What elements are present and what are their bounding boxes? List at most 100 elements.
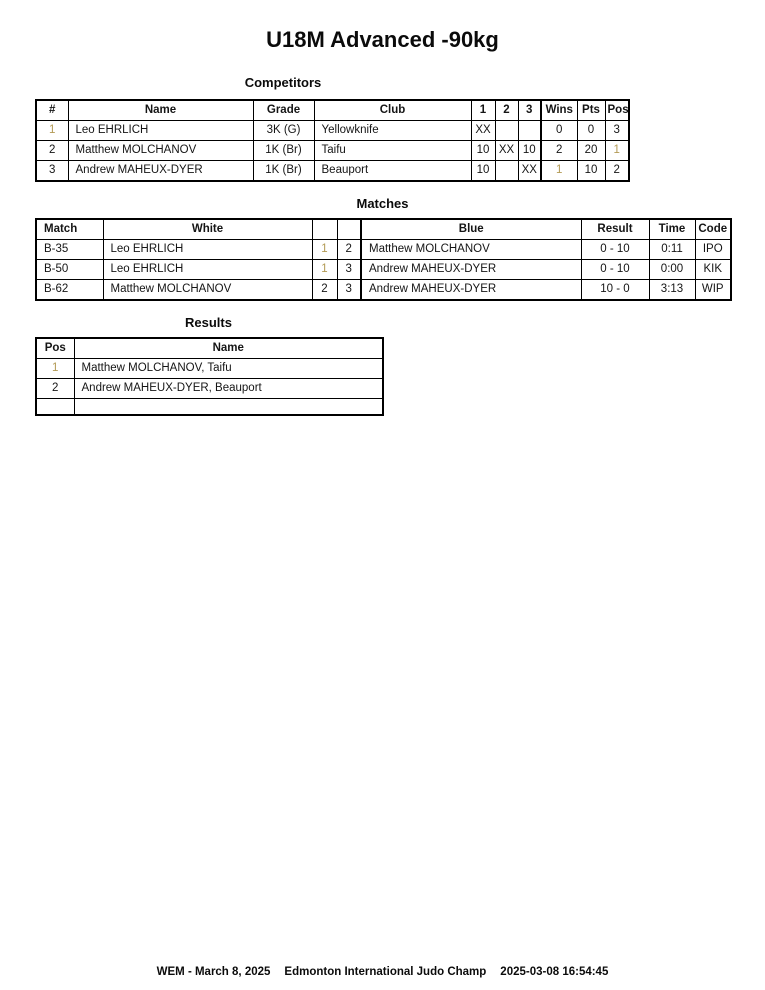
match-blue-number: 3 — [336, 279, 362, 301]
competitor-grade: 3K (G) — [252, 120, 315, 141]
competitor-grade: 1K (Br) — [252, 160, 315, 182]
matches-col-result: Result — [580, 218, 650, 240]
competitor-pts: 20 — [576, 140, 606, 161]
match-id: B-62 — [35, 279, 104, 301]
competitor-score-vs3 — [517, 120, 542, 141]
competitor-number: 2 — [35, 140, 69, 161]
match-white-number: 1 — [311, 239, 338, 260]
competitor-score-vs2 — [494, 160, 519, 182]
match-code: WIP — [694, 279, 732, 301]
competitor-score-vs2 — [494, 120, 519, 141]
competitor-pos: 1 — [604, 140, 630, 161]
competitors-col-grade: Grade — [252, 99, 315, 121]
competitor-pts: 0 — [576, 120, 606, 141]
matches-col-blue: Blue — [360, 218, 582, 240]
matches-col-blue-num — [336, 218, 362, 240]
competitor-row: 1 Leo EHRLICH 3K (G) Yellowknife XX 0 0 … — [35, 120, 630, 141]
match-row: B-35 Leo EHRLICH 1 2 Matthew MOLCHANOV 0… — [35, 239, 732, 260]
competitors-col-opp1: 1 — [470, 99, 496, 121]
match-code: KIK — [694, 259, 732, 280]
competitors-col-club: Club — [313, 99, 472, 121]
result-row — [35, 398, 384, 415]
competitor-club: Yellowknife — [313, 120, 472, 141]
footer-event-name: Edmonton International Judo Champ — [284, 966, 487, 978]
competitor-score-vs3: XX — [517, 160, 542, 182]
match-id: B-50 — [35, 259, 104, 280]
competitors-header-row: # Name Grade Club 1 2 3 Wins Pts Pos — [35, 99, 630, 121]
results-heading: Results — [185, 315, 232, 330]
match-result: 0 - 10 — [580, 239, 650, 260]
page-footer: WEM - March 8, 2025 Edmonton Internation… — [0, 966, 765, 978]
competitors-col-pos: Pos — [604, 99, 630, 121]
competitor-wins: 1 — [540, 160, 578, 182]
competitors-col-number: # — [35, 99, 69, 121]
result-row: 2 Andrew MAHEUX-DYER, Beauport — [35, 378, 384, 399]
competitor-score-vs1: 10 — [470, 160, 496, 182]
match-white-name: Matthew MOLCHANOV — [102, 279, 313, 301]
result-name: Matthew MOLCHANOV, Taifu — [73, 358, 384, 379]
matches-header-row: Match White Blue Result Time Code — [35, 218, 732, 240]
competitor-pos: 2 — [604, 160, 630, 182]
footer-timestamp: 2025-03-08 16:54:45 — [500, 966, 609, 978]
result-pos: 1 — [35, 358, 75, 379]
result-pos — [35, 398, 75, 415]
result-name: Andrew MAHEUX-DYER, Beauport — [73, 378, 384, 399]
competitor-wins: 2 — [540, 140, 578, 161]
competitors-col-opp2: 2 — [494, 99, 519, 121]
result-pos: 2 — [35, 378, 75, 399]
result-row: 1 Matthew MOLCHANOV, Taifu — [35, 358, 384, 379]
match-white-name: Leo EHRLICH — [102, 239, 313, 260]
footer-event-date: WEM - March 8, 2025 — [156, 966, 271, 978]
match-white-number: 2 — [311, 279, 338, 301]
matches-col-code: Code — [694, 218, 732, 240]
match-code: IPO — [694, 239, 732, 260]
match-blue-name: Andrew MAHEUX-DYER — [360, 279, 582, 301]
match-white-name: Leo EHRLICH — [102, 259, 313, 280]
competitor-number: 1 — [35, 120, 69, 141]
match-blue-name: Matthew MOLCHANOV — [360, 239, 582, 260]
results-col-pos: Pos — [35, 337, 75, 359]
competitors-col-opp3: 3 — [517, 99, 542, 121]
competitor-wins: 0 — [540, 120, 578, 141]
match-row: B-62 Matthew MOLCHANOV 2 3 Andrew MAHEUX… — [35, 279, 732, 301]
matches-col-white-num — [311, 218, 338, 240]
match-blue-number: 3 — [336, 259, 362, 280]
match-blue-number: 2 — [336, 239, 362, 260]
matches-col-match: Match — [35, 218, 104, 240]
competitor-club: Taifu — [313, 140, 472, 161]
results-col-name: Name — [73, 337, 384, 359]
competitor-name: Leo EHRLICH — [67, 120, 254, 141]
match-result: 10 - 0 — [580, 279, 650, 301]
matches-col-time: Time — [648, 218, 696, 240]
competitor-name: Andrew MAHEUX-DYER — [67, 160, 254, 182]
match-result: 0 - 10 — [580, 259, 650, 280]
result-name — [73, 398, 384, 415]
match-blue-name: Andrew MAHEUX-DYER — [360, 259, 582, 280]
competitor-score-vs1: 10 — [470, 140, 496, 161]
competitor-club: Beauport — [313, 160, 472, 182]
match-id: B-35 — [35, 239, 104, 260]
competitor-score-vs2: XX — [494, 140, 519, 161]
competitors-heading: Competitors — [244, 75, 322, 90]
page-title: U18M Advanced -90kg — [266, 27, 499, 52]
competitor-pts: 10 — [576, 160, 606, 182]
matches-table: Match White Blue Result Time Code B-35 L… — [35, 218, 732, 301]
matches-heading: Matches — [356, 196, 409, 211]
results-header-row: Pos Name — [35, 337, 384, 359]
competitors-col-pts: Pts — [576, 99, 606, 121]
competitors-col-name: Name — [67, 99, 254, 121]
results-table: Pos Name 1 Matthew MOLCHANOV, Taifu 2 An… — [35, 337, 384, 416]
competitors-col-wins: Wins — [540, 99, 578, 121]
match-white-number: 1 — [311, 259, 338, 280]
match-time: 3:13 — [648, 279, 696, 301]
competitor-number: 3 — [35, 160, 69, 182]
competitor-pos: 3 — [604, 120, 630, 141]
matches-col-white: White — [102, 218, 313, 240]
competitor-grade: 1K (Br) — [252, 140, 315, 161]
match-time: 0:00 — [648, 259, 696, 280]
competitor-name: Matthew MOLCHANOV — [67, 140, 254, 161]
competitor-row: 3 Andrew MAHEUX-DYER 1K (Br) Beauport 10… — [35, 160, 630, 182]
competitor-row: 2 Matthew MOLCHANOV 1K (Br) Taifu 10 XX … — [35, 140, 630, 161]
competitor-score-vs3: 10 — [517, 140, 542, 161]
